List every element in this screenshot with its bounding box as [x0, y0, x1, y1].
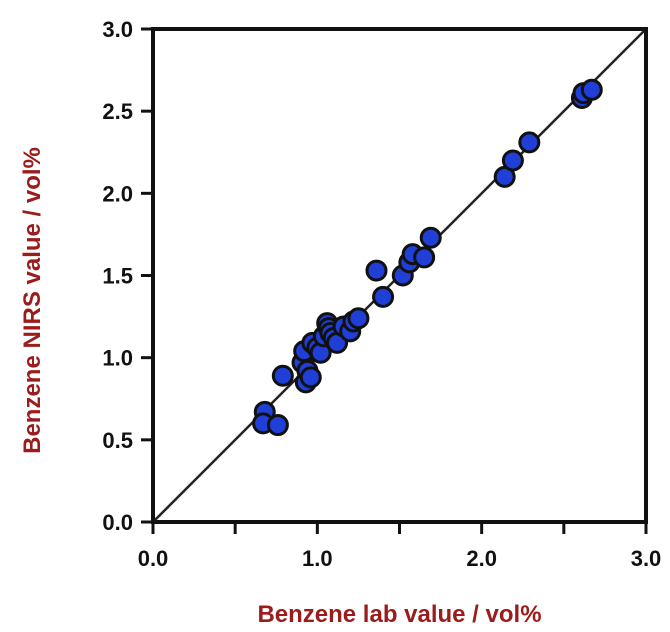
data-point [501, 149, 524, 172]
x-axis-title: Benzene lab value / vol% [257, 601, 541, 628]
y-tick-label: 2.5 [102, 99, 133, 124]
y-axis-title: Benzene NIRS value / vol% [19, 147, 46, 454]
data-point [372, 285, 395, 308]
data-point [299, 366, 322, 389]
data-points [252, 78, 603, 437]
x-tick-label: 1.0 [302, 546, 333, 571]
data-point [419, 226, 442, 249]
tick-labels: 0.0 1.0 2.0 3.0 0.0 0.5 1.0 1.5 2.0 2.5 3.0 [102, 17, 661, 571]
plot-frame [151, 27, 648, 524]
data-point [266, 414, 289, 437]
data-point [413, 246, 436, 269]
x-tick-label: 0.0 [138, 546, 169, 571]
y-tick-label: 1.5 [102, 264, 133, 289]
x-tick-label: 3.0 [631, 546, 662, 571]
y-tick-label: 1.0 [102, 346, 133, 371]
x-tick-label: 2.0 [466, 546, 497, 571]
data-point [518, 131, 541, 154]
y-tick-label: 3.0 [102, 17, 133, 42]
data-point [347, 307, 370, 330]
data-point [365, 259, 388, 282]
y-tick-label: 0.0 [102, 510, 133, 535]
data-point [271, 364, 294, 387]
y-tick-label: 0.5 [102, 428, 133, 453]
data-point [580, 78, 603, 101]
y-tick-label: 2.0 [102, 181, 133, 206]
